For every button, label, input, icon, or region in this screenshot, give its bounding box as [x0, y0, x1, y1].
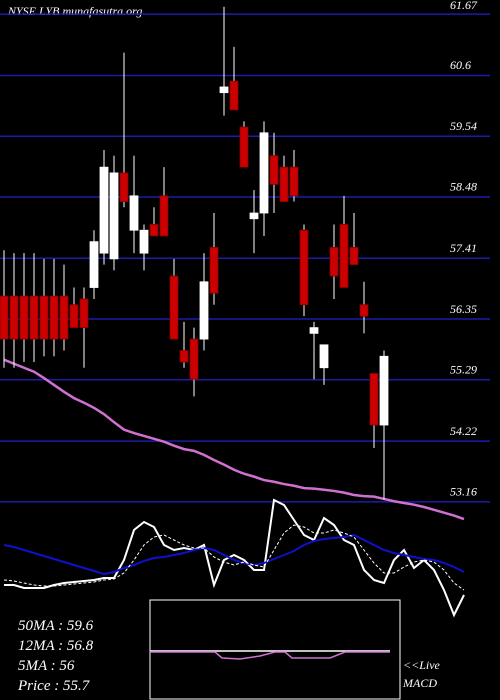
candle-body [119, 172, 129, 202]
stat-line: Price : 55.7 [17, 678, 91, 694]
candle-body [379, 355, 389, 426]
candle-body [309, 327, 319, 334]
candle-body [169, 275, 179, 340]
stat-value: 55.7 [63, 678, 91, 694]
candle-body [319, 344, 329, 369]
y-tick-label: 54.22 [450, 424, 477, 438]
candle-body [299, 229, 309, 306]
candle-body [339, 224, 349, 288]
candle-body [59, 295, 69, 340]
candle-body [149, 224, 159, 237]
separator: : [50, 678, 63, 694]
candle-body [369, 373, 379, 426]
y-tick-label: 57.41 [450, 241, 477, 255]
candle-body [49, 295, 59, 340]
candle-body [329, 247, 339, 277]
candle-body [219, 86, 229, 94]
separator: : [54, 618, 67, 634]
candle-body [279, 166, 289, 202]
candle-body [209, 247, 219, 294]
macd-label: <<Live [403, 658, 441, 672]
indicator-line [3, 533, 465, 576]
macd-box [149, 599, 401, 700]
candle-body [189, 338, 199, 380]
y-tick-label: 55.29 [450, 363, 477, 377]
macd-signal [150, 651, 390, 660]
candle-body [139, 229, 149, 254]
macd-title: MACD [402, 676, 437, 690]
candle-body [289, 166, 299, 197]
separator: : [47, 658, 60, 674]
candle-body [79, 298, 89, 329]
candle-body [109, 172, 119, 260]
stat-label: 5MA [18, 658, 48, 674]
y-tick-label: 61.67 [450, 0, 478, 12]
candle-body [159, 195, 169, 237]
candle-body [239, 126, 249, 168]
y-tick-label: 53.16 [450, 485, 477, 499]
stat-value: 56 [59, 658, 75, 674]
candle-body [179, 350, 189, 363]
candle-body [99, 166, 109, 254]
indicator-line [3, 524, 465, 591]
candle-body [249, 212, 259, 220]
candle-body [69, 304, 79, 329]
stat-label: 50MA [18, 618, 55, 634]
candle-body [259, 132, 269, 214]
stat-label: Price [17, 678, 51, 694]
y-tick-label: 60.6 [450, 58, 471, 72]
stat-value: 59.6 [67, 618, 94, 634]
separator: : [54, 638, 67, 654]
stat-line: 12MA : 56.8 [18, 638, 94, 654]
chart-title: NYSE LYB munafasutra.org [7, 4, 142, 18]
candle-body [129, 195, 139, 231]
stat-label: 12MA [18, 638, 55, 654]
stat-line: 50MA : 59.6 [18, 618, 94, 634]
y-tick-label: 59.54 [450, 119, 477, 133]
candle-body [269, 155, 279, 185]
y-tick-label: 56.35 [450, 302, 477, 316]
moving-average-line [3, 358, 465, 521]
candle-body [19, 295, 29, 340]
indicator-line [4, 498, 465, 618]
candle-body [9, 295, 19, 340]
stat-value: 56.8 [67, 638, 94, 654]
stat-line: 5MA : 56 [18, 658, 75, 674]
candle-body [89, 241, 99, 288]
candle-body [0, 295, 9, 340]
candle-body [199, 281, 209, 340]
candle-body [359, 304, 369, 317]
y-tick-label: 58.48 [450, 180, 477, 194]
candle-body [39, 295, 49, 340]
candle-body [349, 247, 359, 265]
candle-body [29, 295, 39, 340]
candle-body [229, 80, 239, 111]
